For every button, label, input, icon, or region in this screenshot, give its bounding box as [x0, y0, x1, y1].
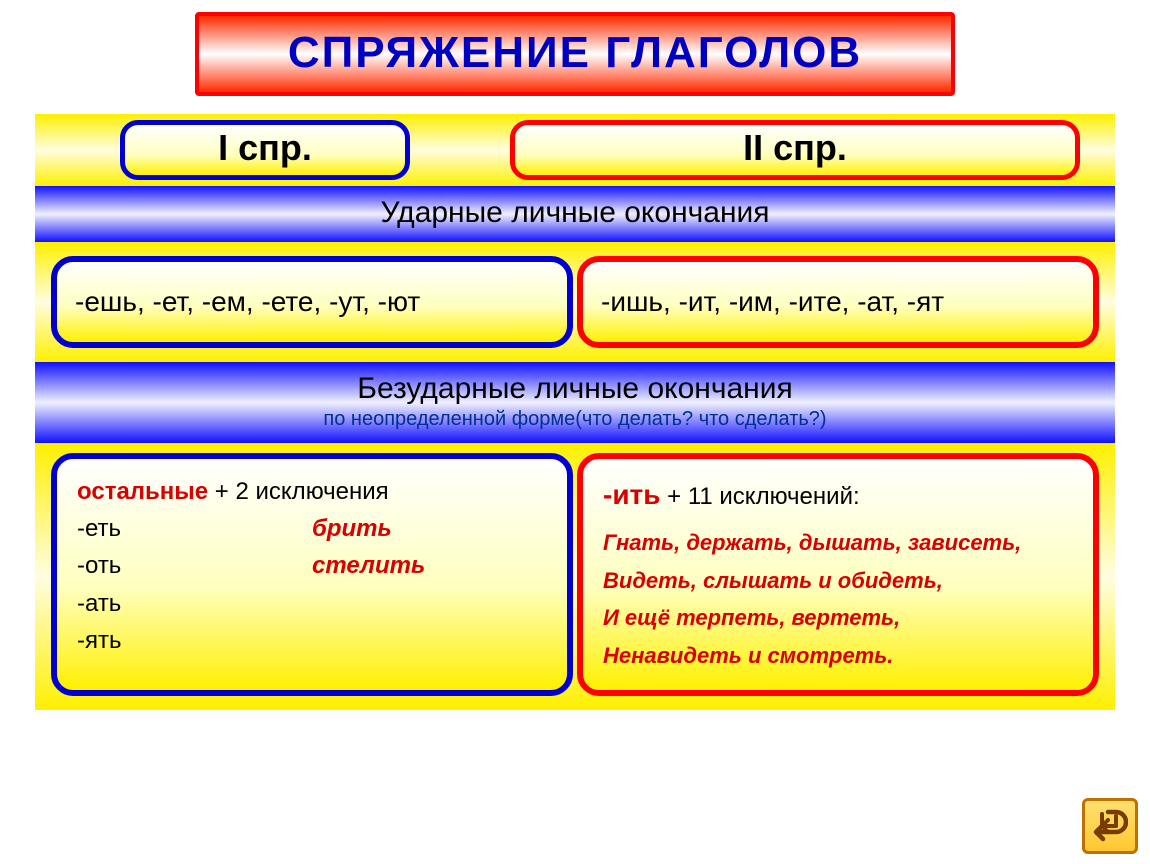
conj2-lead-red: -ить	[603, 479, 660, 510]
conj2-endings-box: -ишь, -ит, -им, -ите, -ат, -ят	[577, 256, 1099, 348]
conj1-suffix: -еть	[77, 510, 312, 547]
conj2-lead-black: + 11 исключений:	[660, 483, 859, 510]
section-unstressed-sub: по неопределенной форме(что делать? что …	[35, 408, 1115, 431]
conj1-suffix: -ять	[77, 622, 312, 659]
stressed-endings-row: -ешь, -ет, -ем, -ете, -ут, -ют -ишь, -ит…	[35, 242, 1115, 362]
conj1-rules-box: остальные + 2 исключения -еть брить -оть…	[51, 453, 573, 696]
section-stressed-title: Ударные личные окончания	[380, 196, 769, 229]
rules-row: остальные + 2 исключения -еть брить -оть…	[35, 443, 1115, 710]
conj1-endings-box: -ешь, -ет, -ем, -ете, -ут, -ют	[51, 256, 573, 348]
conj2-exception-line: Гнать, держать, дышать, зависеть,	[603, 524, 1073, 561]
conj1-lead-red: остальные	[77, 478, 208, 505]
conj2-exception-line: Ненавидеть и смотреть.	[603, 637, 1073, 674]
column-headers-row: I спр. II спр.	[35, 114, 1115, 186]
conj2-rule-lead: -ить + 11 исключений:	[603, 473, 1073, 516]
conj2-rules-box: -ить + 11 исключений: Гнать, держать, ды…	[577, 453, 1099, 696]
conj1-header: I спр.	[120, 120, 410, 180]
section-unstressed-header: Безударные личные окончания по неопредел…	[35, 362, 1115, 443]
conj1-exception: стелить	[312, 547, 547, 584]
conj1-lead-black: + 2 исключения	[208, 478, 389, 505]
conj1-rule-lead: остальные + 2 исключения	[77, 473, 547, 510]
section-unstressed-title: Безударные личные окончания	[357, 372, 792, 405]
conj2-header: II спр.	[510, 120, 1080, 180]
conj2-exception-line: Видеть, слышать и обидеть,	[603, 562, 1073, 599]
return-button[interactable]	[1082, 798, 1138, 854]
conj1-suffix: -ать	[77, 585, 312, 622]
section-stressed-header: Ударные личные окончания	[35, 186, 1115, 242]
main-title: СПРЯЖЕНИЕ ГЛАГОЛОВ	[288, 28, 862, 77]
conj1-exception: брить	[312, 510, 547, 547]
return-arrow-icon	[1092, 806, 1128, 847]
conj1-grid: -еть брить -оть стелить -ать -ять	[77, 510, 547, 659]
conj2-exception-line: И ещё терпеть, вертеть,	[603, 599, 1073, 636]
main-title-box: СПРЯЖЕНИЕ ГЛАГОЛОВ	[195, 12, 955, 96]
conj1-suffix: -оть	[77, 547, 312, 584]
